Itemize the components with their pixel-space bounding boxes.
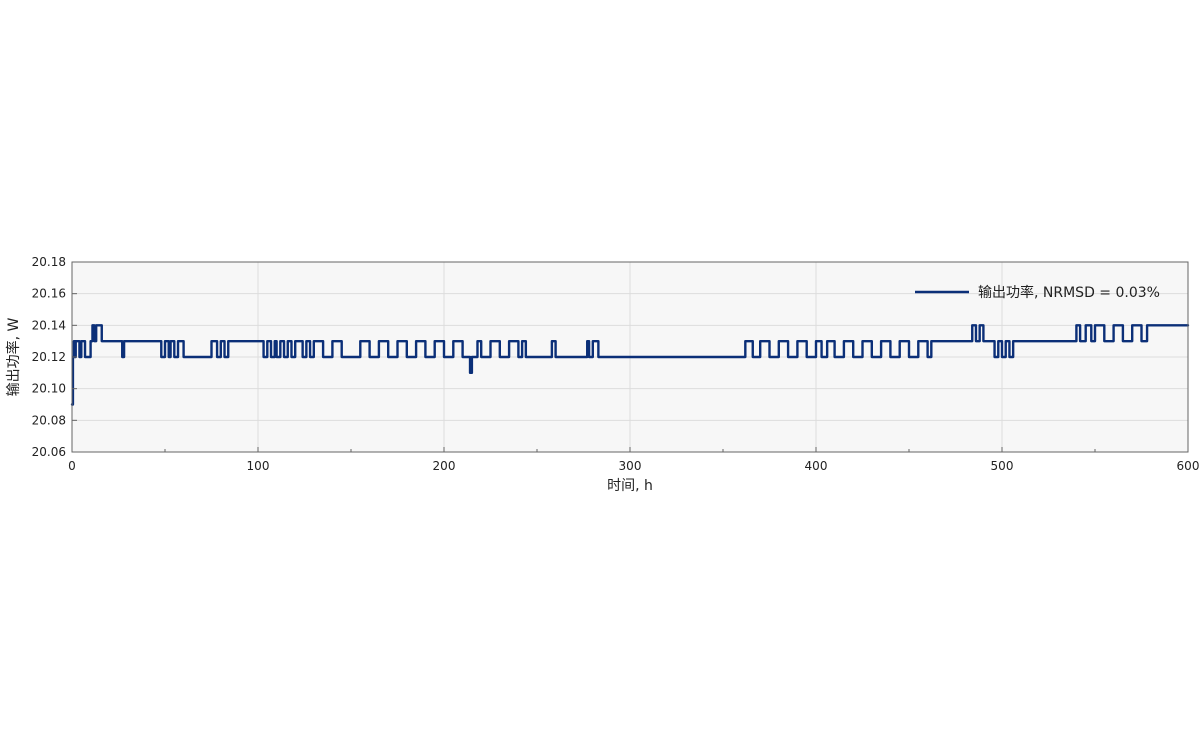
y-tick-label: 20.14 xyxy=(32,318,66,332)
x-axis-ticks: 0 100 200 300 400 500 600 xyxy=(68,447,1199,473)
y-tick-label: 20.08 xyxy=(32,413,66,427)
y-axis-ticks: 20.06 20.08 20.10 20.12 20.14 20.16 20.18 xyxy=(32,255,77,459)
x-tick-label: 100 xyxy=(247,459,270,473)
x-tick-label: 600 xyxy=(1177,459,1200,473)
x-tick-label: 300 xyxy=(619,459,642,473)
legend: 输出功率, NRMSD = 0.03% xyxy=(915,284,1160,301)
x-axis-label: 时间, h xyxy=(607,478,653,494)
y-tick-label: 20.06 xyxy=(32,445,66,459)
legend-label: 输出功率, NRMSD = 0.03% xyxy=(978,284,1160,301)
y-axis-label: 输出功率, W xyxy=(5,317,22,396)
x-tick-label: 200 xyxy=(433,459,456,473)
x-tick-label: 0 xyxy=(68,459,76,473)
x-tick-label: 500 xyxy=(991,459,1014,473)
series-output-power-line xyxy=(70,324,1190,406)
y-tick-label: 20.10 xyxy=(32,382,66,396)
y-tick-label: 20.16 xyxy=(32,287,66,301)
y-tick-label: 20.18 xyxy=(32,255,66,269)
y-tick-label: 20.12 xyxy=(32,350,66,364)
x-tick-label: 400 xyxy=(805,459,828,473)
